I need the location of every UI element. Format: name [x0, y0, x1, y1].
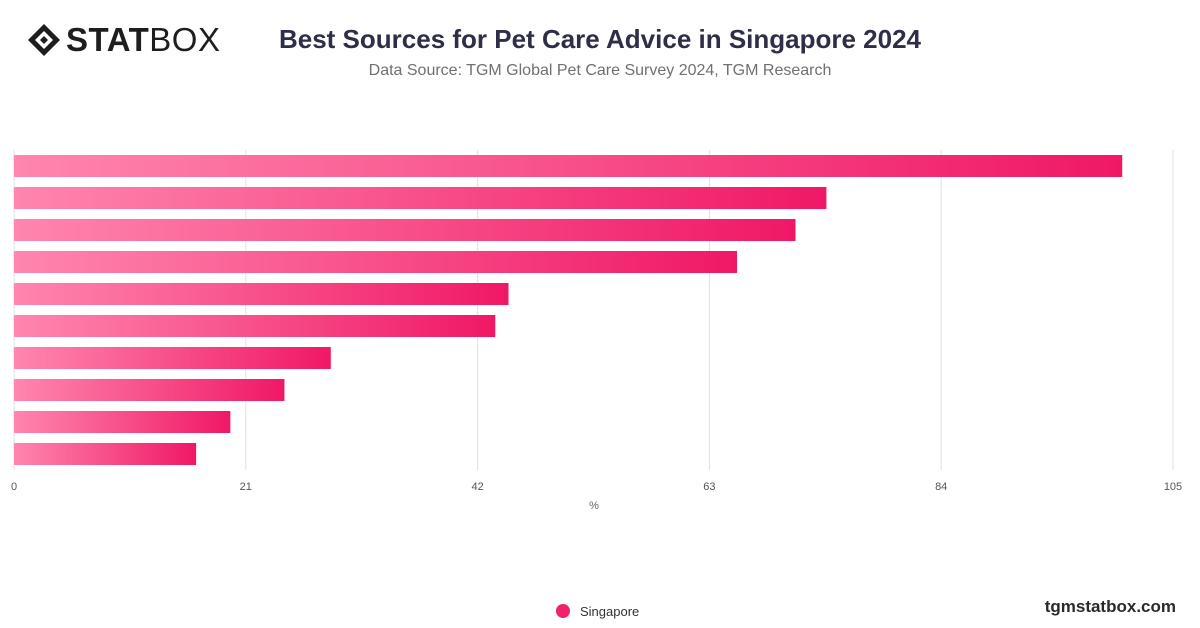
- chart-subtitle: Data Source: TGM Global Pet Care Survey …: [368, 62, 832, 79]
- statbox-diamond-icon: [28, 24, 60, 56]
- bar-4[interactable]: [14, 251, 737, 273]
- bar-7[interactable]: [14, 347, 331, 369]
- x-tick-label: 63: [703, 481, 715, 493]
- bar-2[interactable]: [14, 187, 827, 209]
- legend[interactable]: Singapore: [556, 602, 639, 620]
- x-tick-label: 21: [240, 481, 252, 493]
- logo-text-stat: STAT: [66, 21, 150, 58]
- x-axis-label: %: [589, 500, 599, 512]
- legend-label-singapore: Singapore: [580, 603, 640, 619]
- bar-3[interactable]: [14, 219, 796, 241]
- bar-1[interactable]: [14, 155, 1123, 177]
- site-url: tgmstatbox.com: [1044, 597, 1176, 616]
- bar-9[interactable]: [14, 411, 231, 433]
- chart-title: Best Sources for Pet Care Advice in Sing…: [278, 24, 922, 54]
- bar-10[interactable]: [14, 443, 197, 465]
- x-tick-label: 0: [11, 481, 17, 493]
- legend-marker: [556, 604, 570, 618]
- bar-8[interactable]: [14, 379, 285, 401]
- x-tick-label: 105: [1164, 481, 1182, 493]
- bar-6[interactable]: [14, 315, 496, 337]
- bar-5[interactable]: [14, 283, 509, 305]
- x-tick-label: 42: [471, 481, 483, 493]
- logo-text-box: BOX: [149, 21, 221, 58]
- x-tick-label: 84: [935, 481, 947, 493]
- statbox-logo: STATBOX: [26, 22, 220, 58]
